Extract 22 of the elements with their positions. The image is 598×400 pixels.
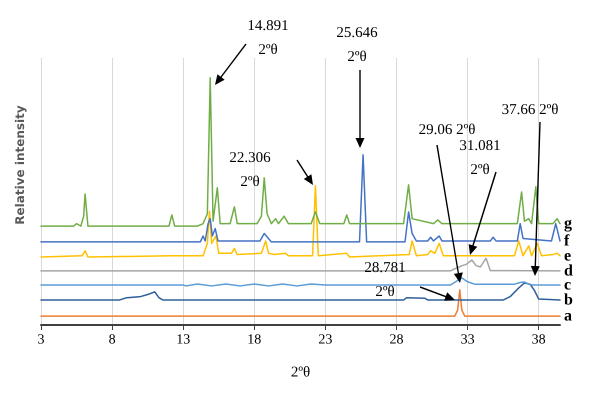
annotation: 29.06 2ºθ bbox=[418, 121, 476, 140]
x-tick-label: 13 bbox=[176, 332, 190, 348]
x-tick-label: 3 bbox=[38, 332, 44, 348]
series-label: b bbox=[564, 292, 573, 309]
x-tick-label: 28 bbox=[389, 332, 404, 348]
x-tick-label: 33 bbox=[460, 332, 475, 348]
series-label: e bbox=[564, 247, 572, 264]
x-tick-label: 38 bbox=[532, 332, 546, 348]
text: 25.646 2ºθ bbox=[335, 24, 379, 67]
annotation: 28.781 2ºθ bbox=[363, 259, 407, 302]
x-tick-label: 23 bbox=[318, 332, 332, 348]
x-tick-label: 18 bbox=[247, 332, 262, 348]
annotation: 22.306 2ºθ bbox=[228, 149, 272, 192]
series-label: g bbox=[564, 215, 572, 232]
x-axis-title: 2ºθ bbox=[290, 364, 310, 380]
text: 14.891 2ºθ bbox=[246, 17, 290, 60]
series-label: a bbox=[564, 308, 572, 325]
x-tick-label: 8 bbox=[108, 332, 116, 348]
annotation: 31.081 2ºθ bbox=[458, 137, 502, 180]
series-label: f bbox=[564, 232, 570, 250]
annotation: 37.66 2ºθ bbox=[500, 101, 560, 120]
y-axis-title: Relative intensity bbox=[13, 105, 27, 225]
